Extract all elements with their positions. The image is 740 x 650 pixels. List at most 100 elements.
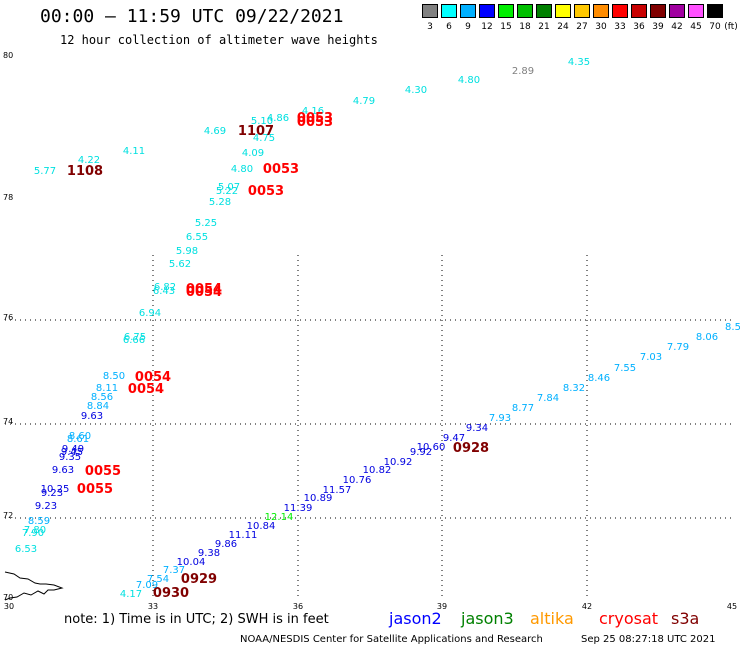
- wave-height-value: 8.84: [87, 401, 109, 412]
- satellite-s3a: s3a: [671, 609, 700, 628]
- legend-label: 18: [519, 22, 531, 32]
- coastline-kola: [4, 571, 64, 601]
- lat-label: 74: [3, 417, 13, 426]
- wave-height-value: 10.92: [384, 457, 413, 468]
- legend-swatch: [441, 4, 457, 18]
- wave-height-value: 7.09: [136, 580, 158, 591]
- lat-label: 70: [3, 593, 13, 602]
- legend-swatch: [460, 4, 476, 18]
- wave-height-value: 6.82: [154, 282, 176, 293]
- wave-height-value: 10.84: [247, 521, 276, 532]
- wave-height-value: 8.11: [96, 383, 118, 394]
- legend-label: 24: [557, 22, 569, 32]
- wave-height-value: 4.86: [267, 113, 289, 124]
- pass-time-label: 0053: [248, 184, 284, 199]
- lat-label: 80: [3, 51, 13, 60]
- pass-time-label: 1108: [67, 164, 103, 179]
- satellite-jason3: jason3: [461, 609, 514, 628]
- wave-height-value: 4.30: [405, 85, 427, 96]
- wave-height-value: 11.39: [284, 503, 313, 514]
- wave-height-value: 9.38: [198, 548, 220, 559]
- wave-height-value: 8.46: [588, 373, 610, 384]
- wave-height-value: 8.59: [28, 516, 50, 527]
- lon-label: 33: [148, 602, 158, 611]
- wave-height-value: 7.80: [24, 525, 46, 536]
- legend-swatch: [669, 4, 685, 18]
- wave-height-value: 9.63: [81, 411, 103, 422]
- wave-height-value: 9.23: [35, 501, 57, 512]
- wave-height-value: 7.54: [147, 574, 169, 585]
- wave-height-value: 9.86: [215, 539, 237, 550]
- wave-height-value: 11.11: [229, 530, 258, 541]
- wave-height-value: 4.79: [353, 96, 375, 107]
- wave-height-value: 5.22: [216, 186, 238, 197]
- wave-height-value: 5.62: [169, 259, 191, 270]
- lat-label: 76: [3, 313, 13, 322]
- legend-label: 36: [633, 22, 645, 32]
- pass-time-label: 0055: [77, 482, 113, 497]
- map-title: 00:00 — 11:59 UTC 09/22/2021: [40, 6, 344, 27]
- legend-label: 15: [500, 22, 512, 32]
- lon-label: 42: [582, 602, 592, 611]
- wave-height-value: 7.79: [667, 342, 689, 353]
- wave-height-value: 6.94: [139, 308, 161, 319]
- legend-label: 70: [709, 22, 721, 32]
- wave-height-value: 10.76: [343, 475, 372, 486]
- legend-swatch: [536, 4, 552, 18]
- legend-label: 30: [595, 22, 607, 32]
- wave-height-value: 9.23: [41, 488, 63, 499]
- wave-height-value: 9.92: [410, 447, 432, 458]
- wave-height-value: 5.77: [34, 166, 56, 177]
- wave-height-value: 5.28: [209, 197, 231, 208]
- legend-swatch: [707, 4, 723, 18]
- pass-time-label: 1107: [238, 124, 274, 139]
- wave-height-value: 4.17: [120, 589, 142, 600]
- legend-label: 33: [614, 22, 626, 32]
- wave-height-value: 7.55: [614, 363, 636, 374]
- wave-height-value: 6.43: [153, 286, 175, 297]
- legend-label: 42: [671, 22, 683, 32]
- legend-label: 45: [690, 22, 702, 32]
- legend-swatch: [650, 4, 666, 18]
- wave-height-value: 8.60: [69, 431, 91, 442]
- legend-swatch: [479, 4, 495, 18]
- wave-height-value: 7.90: [22, 528, 44, 539]
- wave-height-value: 6.55: [186, 232, 208, 243]
- wave-height-value: 7.03: [640, 352, 662, 363]
- wave-height-value: 8.61: [67, 434, 89, 445]
- legend-unit: (ft): [724, 22, 738, 32]
- lat-lon-grid: [5, 255, 735, 600]
- lon-label: 36: [293, 602, 303, 611]
- wave-height-value: 10.04: [177, 557, 206, 568]
- satellite-jason2: jason2: [389, 609, 442, 628]
- wave-height-value: 5.07: [218, 182, 240, 193]
- wave-height-value: 7.84: [537, 393, 559, 404]
- legend-label: 39: [652, 22, 664, 32]
- wave-height-value: 5.98: [176, 246, 198, 257]
- wave-height-value: 11.57: [323, 485, 352, 496]
- legend-swatch: [593, 4, 609, 18]
- pass-time-label: 0929: [181, 572, 217, 587]
- pass-time-label: 0053: [263, 162, 299, 177]
- legend-label: 6: [446, 22, 452, 32]
- wave-height-value: 6.53: [15, 544, 37, 555]
- satellite-cryosat: cryosat: [599, 609, 659, 628]
- wave-height-value: 4.35: [568, 57, 590, 68]
- pass-time-label: 0053: [297, 115, 333, 130]
- legend-label: 9: [465, 22, 471, 32]
- legend-label: 3: [427, 22, 433, 32]
- lat-label: 72: [3, 511, 13, 520]
- wave-height-value: 8.32: [563, 383, 585, 394]
- wave-height-value: 9.63: [52, 465, 74, 476]
- legend-label: 12: [481, 22, 493, 32]
- pass-time-label: 0054: [128, 382, 164, 397]
- wave-height-value: 6.75: [124, 332, 146, 343]
- lat-label: 78: [3, 193, 13, 202]
- wave-height-value: 5.10: [251, 116, 273, 127]
- wave-height-value: 4.09: [242, 148, 264, 159]
- legend-swatch: [498, 4, 514, 18]
- wave-height-value: 10.25: [41, 484, 70, 495]
- pass-time-label: 0054: [135, 370, 171, 385]
